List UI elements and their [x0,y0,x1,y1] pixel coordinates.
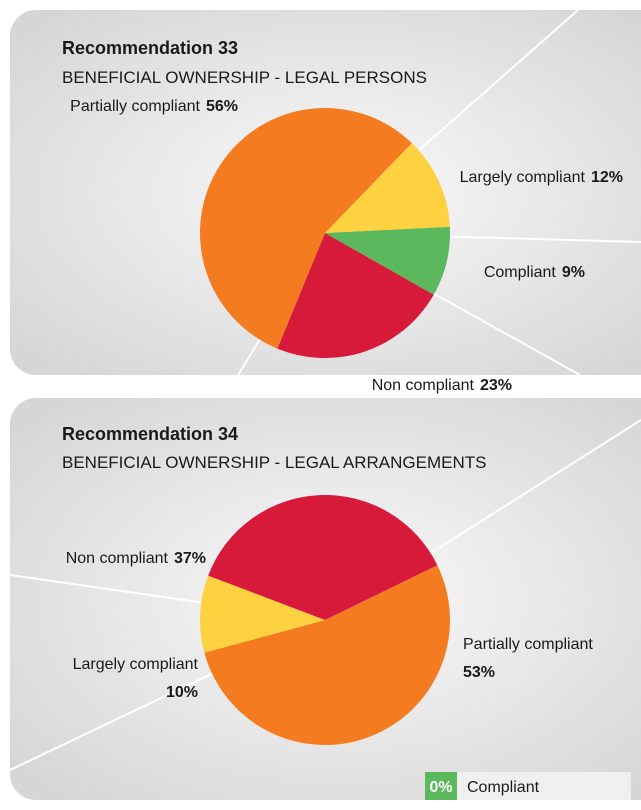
value-label: 0% [429,779,452,796]
legend-box [457,772,631,800]
slice-label: Partially compliant 56% [70,98,238,115]
value-label: 37% [174,550,206,567]
pie-slice [204,565,450,746]
category-label: Non compliant [372,377,475,394]
slice-label: Partially compliant 53% [463,636,593,681]
slice-label: Compliant 9% [484,264,585,281]
legend-label: Compliant [467,779,540,796]
value-label: 10% [166,684,198,701]
chart-title: Recommendation 34 [62,424,238,444]
charts: Largely compliant 12% Compliant 9% Non compl… [66,98,631,800]
value-label: 9% [562,264,585,281]
chart-subtitle: BENEFICIAL OWNERSHIP - LEGAL ARRANGEMENT… [62,453,486,472]
slice-label: Largely compliant 10% [73,656,199,701]
slice-label: Largely compliant 12% [460,169,623,186]
pie-slice [208,495,438,620]
chart-subtitle: BENEFICIAL OWNERSHIP - LEGAL PERSONS [62,68,427,87]
legend-swatch [425,772,457,800]
category-label: Largely compliant [460,169,586,186]
pie-slice [277,233,434,358]
slice-label: Non compliant 37% [66,550,206,567]
value-label: 23% [480,377,512,394]
pie-slice [325,143,450,233]
category-label: Partially compliant [463,636,593,653]
chart-title: Recommendation 33 [62,38,238,58]
slice-label: Non compliant 23% [372,377,512,394]
category-label: Partially compliant [70,98,200,115]
value-label: 12% [591,169,623,186]
value-label: 56% [206,98,238,115]
pie-slice [325,226,451,295]
category-label: Largely compliant [73,656,199,673]
pie-slice [200,108,412,349]
category-label: Compliant [484,264,557,281]
category-label: Non compliant [66,550,169,567]
pie-slice [200,575,325,653]
value-label: 53% [463,664,495,681]
